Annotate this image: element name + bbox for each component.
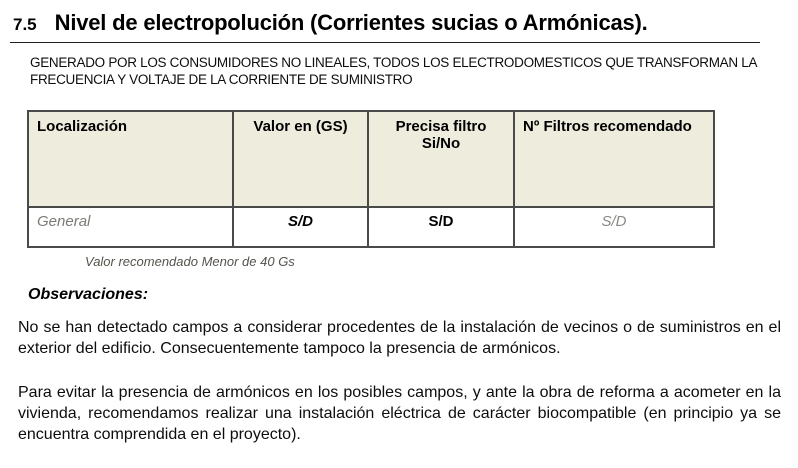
table-row: General S/D S/D S/D [27,205,715,248]
header-num-filtros: Nº Filtros recomendado [513,109,715,208]
cell-localizacion: General [27,205,234,248]
header-valor: Valor en (GS) [232,109,369,208]
section-title-block: 7.5 Nivel de electropolución (Corrientes … [10,10,760,43]
section-number: 7.5 [13,15,37,34]
section-subtitle: GENERADO POR LOS CONSUMIDORES NO LINEALE… [30,54,773,89]
header-precisa-filtro-line1: Precisa filtro [395,117,487,135]
header-localizacion: Localización [27,109,234,208]
table-caption: Valor recomendado Menor de 40 Gs [85,253,295,269]
cell-valor: S/D [232,205,369,248]
observations-paragraph-2: Para evitar la presencia de armónicos en… [18,383,781,443]
page-title: Nivel de electropolución (Corrientes suc… [54,10,648,35]
header-precisa-filtro-line2: Si/No [421,134,461,152]
table-header-row: Localización Valor en (GS) Precisa filtr… [27,109,715,208]
subtitle-line-1: GENERADO POR LOS CONSUMIDORES NO LINEALE… [30,55,758,70]
cell-num-filtros: S/D [513,205,715,248]
subtitle-line-2: FRECUENCIA Y VOLTAJE DE LA CORRIENTE DE … [30,72,413,88]
cell-precisa-filtro-highlighted: S/D [367,205,515,248]
observations-paragraph-1: No se han detectado campos a considerar … [18,318,781,357]
observations-heading: Observaciones: [28,285,149,303]
header-precisa-filtro: Precisa filtro Si/No [367,109,515,208]
electropollution-table: Localización Valor en (GS) Precisa filtr… [27,109,715,248]
